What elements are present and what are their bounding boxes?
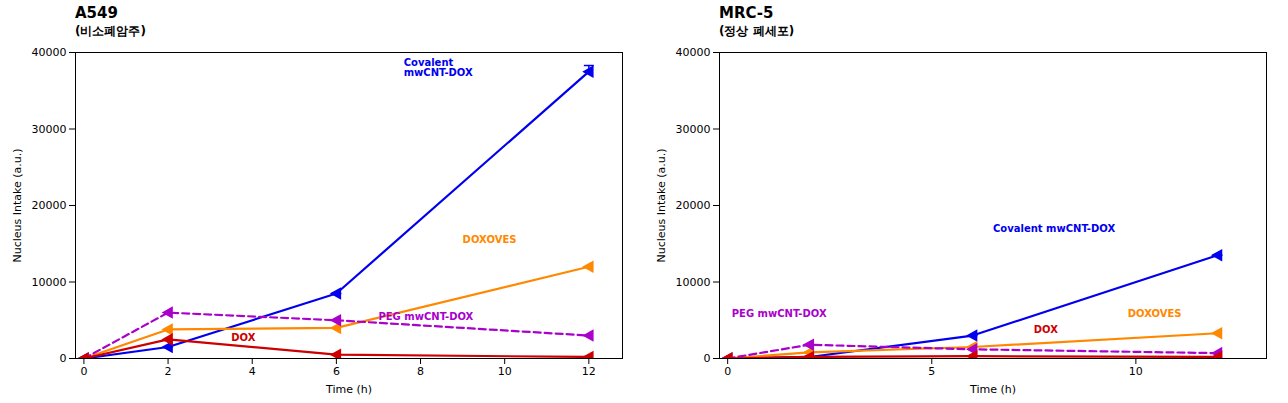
svg-text:0: 0 xyxy=(80,365,87,378)
svg-text:8: 8 xyxy=(417,365,424,378)
svg-text:0: 0 xyxy=(724,365,731,378)
svg-text:DOXOVES: DOXOVES xyxy=(1128,308,1182,319)
svg-text:30000: 30000 xyxy=(32,123,67,136)
svg-text:10: 10 xyxy=(498,365,512,378)
svg-text:0: 0 xyxy=(704,352,711,365)
html-text:(정상 폐세포): (정상 폐세포) xyxy=(719,24,795,38)
svg-text:30000: 30000 xyxy=(676,123,711,136)
svg-text:6: 6 xyxy=(333,365,340,378)
html-text:(비소폐암주): (비소폐암주) xyxy=(75,24,146,38)
svg-text:DOX: DOX xyxy=(1034,324,1058,335)
svg-text:20000: 20000 xyxy=(32,199,67,212)
svg-text:0: 0 xyxy=(60,352,67,365)
svg-text:10000: 10000 xyxy=(676,276,711,289)
svg-text:Time (h): Time (h) xyxy=(969,383,1016,396)
svg-text:10000: 10000 xyxy=(32,276,67,289)
svg-text:5: 5 xyxy=(928,365,935,378)
svg-text:40000: 40000 xyxy=(32,46,67,59)
html-text:A549: A549 xyxy=(75,4,118,22)
svg-text:Covalent mwCNT-DOX: Covalent mwCNT-DOX xyxy=(993,223,1115,234)
html-text:MRC-5: MRC-5 xyxy=(719,4,774,22)
svg-text:12: 12 xyxy=(582,365,596,378)
svg-text:DOXOVES: DOXOVES xyxy=(463,234,517,245)
svg-text:10: 10 xyxy=(1129,365,1143,378)
svg-text:4: 4 xyxy=(249,365,256,378)
svg-text:CovalentmwCNT-DOX: CovalentmwCNT-DOX xyxy=(404,57,473,78)
svg-text:Nucleus Intake (a.u.): Nucleus Intake (a.u.) xyxy=(655,148,668,262)
svg-text:PEG mwCNT-DOX: PEG mwCNT-DOX xyxy=(732,308,827,319)
svg-text:20000: 20000 xyxy=(676,199,711,212)
svg-text:DOX: DOX xyxy=(231,332,255,343)
svg-text:40000: 40000 xyxy=(676,46,711,59)
svg-text:Nucleus Intake (a.u.): Nucleus Intake (a.u.) xyxy=(11,148,24,262)
svg-text:PEG mwCNT-DOX: PEG mwCNT-DOX xyxy=(378,311,473,322)
svg-text:Time (h): Time (h) xyxy=(325,383,372,396)
svg-text:2: 2 xyxy=(165,365,172,378)
